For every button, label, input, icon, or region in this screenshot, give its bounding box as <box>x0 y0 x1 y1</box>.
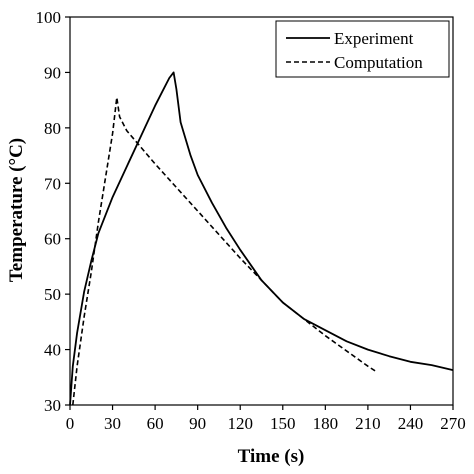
x-tick-label: 240 <box>398 414 424 433</box>
ticks-layer: 0 30 60 90 120 150 180 210 240 270 30 40 50 60 70 80 90 1… <box>36 8 466 433</box>
x-tick-label: 30 <box>104 414 121 433</box>
x-axis-title: Time (s) <box>238 446 305 467</box>
y-tick-label: 60 <box>44 230 61 249</box>
plot-frame <box>69 16 454 406</box>
y-tick-label: 90 <box>44 63 61 82</box>
y-tick-label: 70 <box>44 174 61 193</box>
y-axis-title: Temperature (°C) <box>6 138 27 282</box>
axes-layer <box>69 16 454 406</box>
x-tick-label: 150 <box>270 414 296 433</box>
x-tick-label: 210 <box>355 414 381 433</box>
legend-label-experiment: Experiment <box>334 29 414 48</box>
y-tick-label: 50 <box>44 285 61 304</box>
x-tick-label: 60 <box>147 414 164 433</box>
y-tick-label: 80 <box>44 119 61 138</box>
y-tick-label: 30 <box>44 396 61 415</box>
x-tick-label: 90 <box>189 414 206 433</box>
x-tick-label: 180 <box>313 414 339 433</box>
y-tick-label: 40 <box>44 341 61 360</box>
legend-label-computation: Computation <box>334 53 423 72</box>
series-line-computation <box>72 96 377 406</box>
series-layer <box>69 71 454 406</box>
series-line-experiment <box>69 71 454 406</box>
x-tick-label: 0 <box>66 414 75 433</box>
legend: Experiment Computation <box>275 20 450 78</box>
x-tick-label: 120 <box>227 414 253 433</box>
y-tick-label: 100 <box>36 8 62 27</box>
x-tick-label: 270 <box>440 414 466 433</box>
legend-box <box>275 20 450 78</box>
